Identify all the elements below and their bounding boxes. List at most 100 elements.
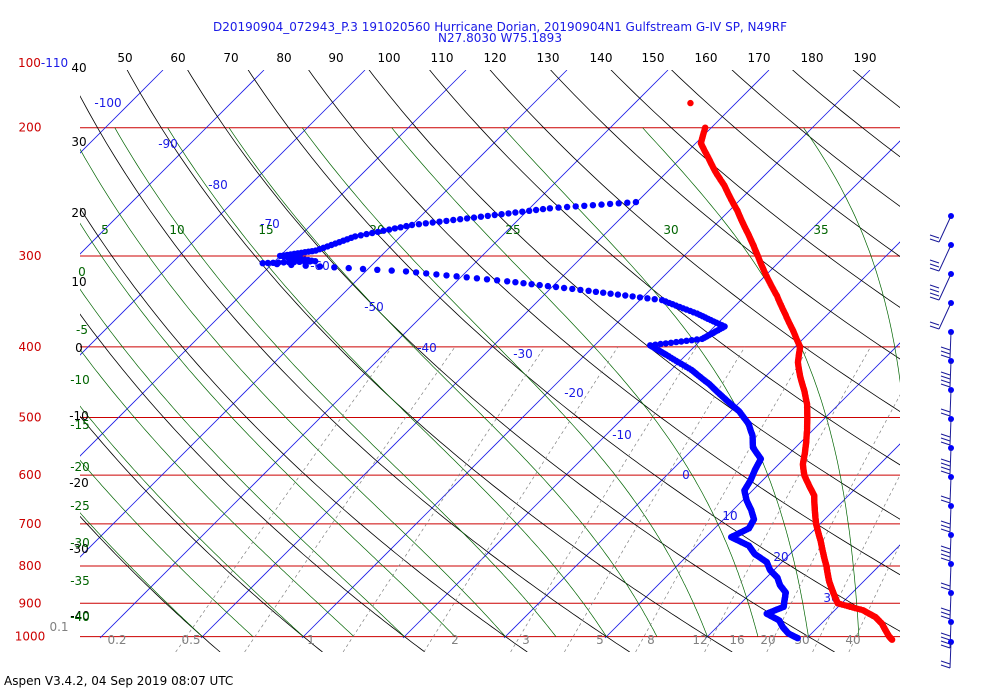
dewpoint-point bbox=[415, 221, 423, 228]
dewpoint-point bbox=[581, 202, 588, 209]
dewpoint-point bbox=[662, 340, 669, 347]
moist-adiabat-label: 25 bbox=[505, 223, 520, 237]
profile-layer bbox=[259, 99, 896, 643]
dewpoint-point bbox=[273, 260, 281, 268]
dewpoint-point bbox=[436, 218, 443, 225]
dewpoint-point bbox=[622, 292, 629, 299]
dewpoint-point bbox=[585, 287, 592, 294]
isotherm-label: -10 bbox=[612, 428, 632, 442]
isotherm-label: 0 bbox=[682, 468, 690, 482]
dewpoint-point bbox=[560, 284, 568, 292]
isotherm-label: -40 bbox=[417, 341, 437, 355]
dewpoint-point bbox=[380, 227, 387, 234]
isotherm-line bbox=[80, 70, 265, 255]
dry-adiabat-line bbox=[489, 70, 900, 413]
dewpoint-point bbox=[316, 263, 324, 270]
dewpoint-point bbox=[644, 295, 651, 302]
dry-adiabat-line bbox=[80, 415, 323, 652]
moist-adiabat-line bbox=[80, 222, 456, 637]
dewpoint-point bbox=[606, 200, 614, 208]
top-temperature-label: 130 bbox=[537, 51, 560, 65]
moist-adiabat-line bbox=[228, 127, 658, 637]
isotherm-line bbox=[99, 70, 669, 639]
wind-barb bbox=[940, 445, 954, 475]
pressure-label: 1000 bbox=[15, 630, 46, 644]
mixing-ratio-label: 1 bbox=[307, 633, 315, 647]
pressure-label: 600 bbox=[19, 468, 42, 482]
wind-barb bbox=[940, 532, 954, 562]
footer-text: Aspen V3.4.2, 04 Sep 2019 08:07 UTC bbox=[4, 674, 234, 688]
mixing-ratio-label: 5 bbox=[596, 633, 604, 647]
dewpoint-point bbox=[288, 261, 295, 269]
dewpoint-point bbox=[331, 264, 338, 271]
dewpoint-point bbox=[457, 216, 464, 223]
dewpoint-point bbox=[589, 202, 597, 209]
dewpoint-point bbox=[374, 266, 381, 273]
moist-adiabat-label: -10 bbox=[70, 373, 90, 387]
dewpoint-point bbox=[473, 275, 481, 282]
wind-barb bbox=[940, 590, 954, 620]
pressure-label: 500 bbox=[19, 410, 42, 424]
moist-adiabat-label: -40 bbox=[70, 610, 90, 624]
label-layer: 50 60 70 80 90 100 110 120 130 140 150 160 170 180 190… bbox=[15, 51, 877, 647]
dewpoint-point bbox=[520, 280, 527, 287]
moist-adiabat-label: -30 bbox=[70, 536, 90, 550]
dewpoint-point bbox=[296, 258, 303, 265]
dry-adiabat-line bbox=[610, 70, 900, 308]
mixing-ratio-line bbox=[510, 346, 697, 652]
dewpoint-point bbox=[555, 204, 562, 211]
wind-barb bbox=[940, 358, 954, 388]
isotherm-label: -20 bbox=[564, 386, 584, 400]
top-temperature-label: 160 bbox=[695, 51, 718, 65]
dewpoint-point bbox=[614, 291, 622, 298]
pressure-label: 400 bbox=[19, 340, 42, 354]
dry-adiabat-line bbox=[308, 70, 900, 576]
wind-barb bbox=[940, 329, 954, 359]
mixing-ratio-label: 0.1 bbox=[49, 620, 68, 634]
dry-adiabat-label: 10 bbox=[71, 275, 86, 289]
top-temperature-label: 180 bbox=[801, 51, 824, 65]
dry-adiabat-line bbox=[187, 70, 835, 652]
dewpoint-point bbox=[402, 268, 410, 275]
dewpoint-point bbox=[693, 336, 701, 343]
dewpoint-point bbox=[359, 265, 367, 273]
dewpoint-point bbox=[306, 258, 314, 265]
dewpoint-point bbox=[412, 269, 420, 276]
moist-adiabat-line bbox=[301, 127, 708, 637]
wind-barb bbox=[929, 213, 954, 243]
dewpoint-point bbox=[369, 229, 376, 237]
moist-adiabat-line bbox=[391, 127, 759, 637]
isotherm-label: -100 bbox=[94, 96, 121, 110]
wind-barb bbox=[940, 503, 954, 533]
mixing-ratio-line bbox=[244, 346, 456, 652]
isotherm-line bbox=[806, 544, 900, 639]
wind-barb bbox=[940, 639, 954, 669]
temperature-point bbox=[687, 99, 694, 107]
dewpoint-point bbox=[491, 211, 498, 219]
dewpoint-point bbox=[345, 264, 352, 272]
moist-adiabat-label: -5 bbox=[76, 323, 88, 337]
dewpoint-point bbox=[607, 290, 614, 297]
isotherm-label: -30 bbox=[513, 347, 533, 361]
dewpoint-point bbox=[453, 273, 460, 280]
dry-adiabat-label: -20 bbox=[69, 476, 89, 490]
pressure-label: 300 bbox=[19, 249, 42, 263]
dewpoint-point bbox=[493, 277, 501, 284]
pressure-label: 900 bbox=[19, 596, 42, 610]
dewpoint-point bbox=[264, 259, 272, 267]
moist-adiabat-line bbox=[80, 405, 304, 637]
dewpoint-point bbox=[683, 337, 690, 344]
dewpoint-point bbox=[470, 214, 478, 221]
dry-adiabat-label: -40 bbox=[70, 609, 90, 623]
dewpoint-point bbox=[698, 335, 706, 343]
isotherm-line bbox=[0, 70, 62, 638]
dewpoint-point bbox=[391, 225, 399, 232]
dewpoint-point bbox=[536, 281, 543, 289]
dewpoint-point bbox=[552, 283, 560, 291]
dewpoint-point bbox=[528, 281, 535, 288]
dry-adiabat-line bbox=[429, 70, 900, 466]
chart-title-line-2: N27.8030 W75.1893 bbox=[438, 31, 562, 45]
pressure-label: 200 bbox=[19, 121, 42, 135]
moist-adiabat-line bbox=[80, 349, 355, 637]
dewpoint-point bbox=[667, 339, 675, 346]
